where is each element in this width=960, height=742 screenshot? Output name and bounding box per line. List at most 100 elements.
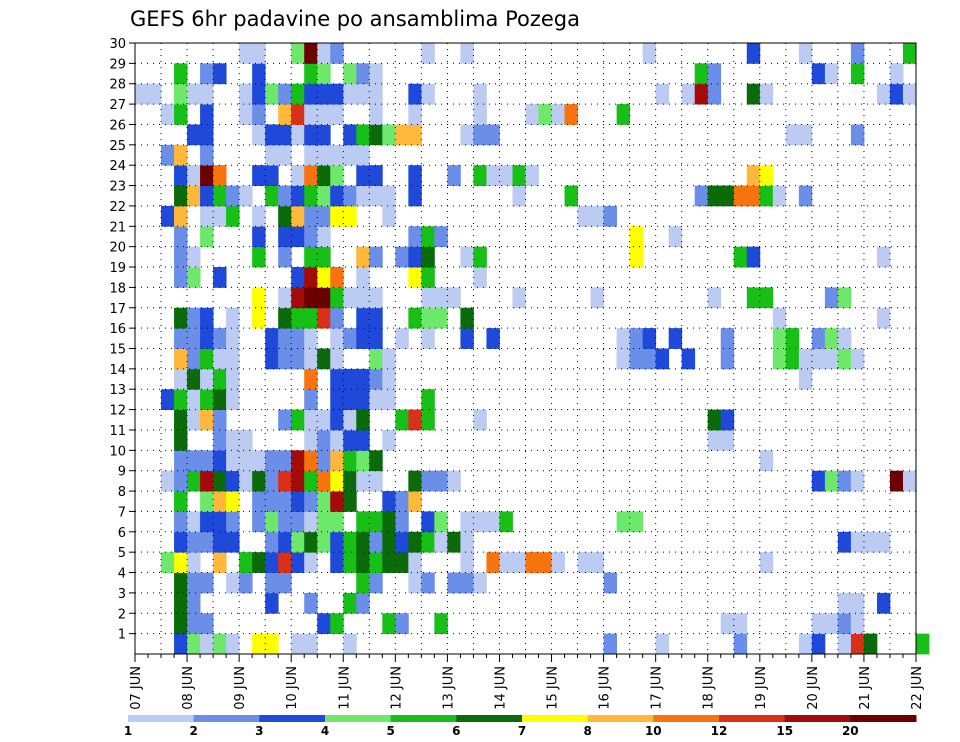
heatmap-cell xyxy=(356,307,370,329)
heatmap-cell xyxy=(187,328,201,349)
legend-label: 2 xyxy=(190,724,198,738)
legend-label: 6 xyxy=(452,724,460,738)
heatmap-cell xyxy=(187,613,201,635)
heatmap-cell xyxy=(876,246,891,268)
legend-swatch xyxy=(522,715,589,722)
heatmap-cell xyxy=(616,348,631,370)
heatmap-cell xyxy=(525,104,539,125)
heatmap-cell xyxy=(382,531,396,553)
heatmap-cell xyxy=(278,246,292,268)
heatmap-cell xyxy=(356,470,370,492)
heatmap-cell xyxy=(330,185,344,207)
heatmap-cell xyxy=(343,409,357,431)
heatmap-cell xyxy=(265,348,279,370)
legend-label: 4 xyxy=(321,724,329,738)
heatmap-cell xyxy=(304,104,318,125)
heatmap-cell xyxy=(265,531,279,553)
heatmap-cell xyxy=(200,328,214,349)
heatmap-cell xyxy=(278,409,292,431)
heatmap-cell xyxy=(239,185,253,207)
heatmap-cell xyxy=(824,328,839,349)
heatmap-cell xyxy=(239,429,253,451)
heatmap-cell xyxy=(330,104,344,125)
heatmap-cell xyxy=(317,185,331,207)
heatmap-cell xyxy=(421,307,435,329)
heatmap-cell xyxy=(369,470,383,492)
heatmap-cell xyxy=(174,205,188,227)
heatmap-cell xyxy=(304,83,318,105)
y-tick-label: 10 xyxy=(109,444,126,459)
heatmap-cell xyxy=(174,429,188,451)
heatmap-cell xyxy=(408,470,422,492)
heatmap-cell xyxy=(278,185,292,207)
heatmap-cell xyxy=(785,348,800,370)
heatmap-cell xyxy=(460,124,474,146)
heatmap-cell xyxy=(369,511,383,533)
heatmap-cell xyxy=(252,246,266,268)
heatmap-cell xyxy=(213,205,227,227)
heatmap-cell xyxy=(317,83,331,105)
heatmap-cell xyxy=(733,633,748,655)
heatmap-cell xyxy=(200,144,214,166)
heatmap-cell xyxy=(356,531,370,553)
heatmap-cell xyxy=(369,389,383,410)
heatmap-cell xyxy=(343,205,357,227)
heatmap-cell xyxy=(239,552,253,573)
heatmap-cell xyxy=(213,165,227,186)
heatmap-cell xyxy=(421,226,435,248)
heatmap-cell xyxy=(772,185,787,207)
heatmap-cell xyxy=(291,348,305,370)
heatmap-cell xyxy=(798,124,813,146)
heatmap-cell xyxy=(291,450,305,472)
heatmap-cell xyxy=(369,124,383,146)
heatmap-cell xyxy=(759,185,774,207)
y-tick-label: 15 xyxy=(109,343,126,358)
y-tick-label: 12 xyxy=(109,404,126,419)
x-tick-label: 09 JUN xyxy=(233,666,248,710)
heatmap-cell xyxy=(174,104,188,125)
heatmap-cell xyxy=(330,450,344,472)
heatmap-cell xyxy=(382,124,396,146)
heatmap-cell xyxy=(629,511,644,533)
x-tick-label: 18 JUN xyxy=(702,666,717,710)
heatmap-cell xyxy=(434,226,448,248)
heatmap-cell xyxy=(746,185,761,207)
y-tick-label: 20 xyxy=(109,241,126,256)
legend-label: 3 xyxy=(255,724,263,738)
heatmap-cell xyxy=(161,104,175,125)
heatmap-cell xyxy=(343,592,357,614)
heatmap-cell xyxy=(460,572,474,594)
heatmap-cell xyxy=(382,552,396,573)
heatmap-cell xyxy=(304,633,318,655)
y-tick-label: 24 xyxy=(109,159,126,174)
heatmap-cell xyxy=(265,633,279,655)
heatmap-cell xyxy=(629,328,644,349)
heatmap-cell xyxy=(187,531,201,553)
heatmap-cell xyxy=(642,328,657,349)
heatmap-cell xyxy=(343,368,357,390)
heatmap-cell xyxy=(837,633,852,655)
heatmap-cell xyxy=(317,409,331,431)
heatmap-cell xyxy=(525,552,539,573)
heatmap-cell xyxy=(681,348,696,370)
heatmap-cell xyxy=(200,368,214,390)
heatmap-cell xyxy=(252,552,266,573)
y-tick-label: 29 xyxy=(109,57,126,72)
heatmap-cell xyxy=(486,165,500,186)
heatmap-cell xyxy=(252,63,266,85)
x-tick-label: 20 JUN xyxy=(806,666,821,710)
heatmap-cell xyxy=(200,511,214,533)
heatmap-cell xyxy=(369,348,383,370)
heatmap-cell xyxy=(278,205,292,227)
heatmap-cell xyxy=(330,531,344,553)
heatmap-cell xyxy=(655,348,670,370)
heatmap-cell xyxy=(473,124,487,146)
heatmap-cell xyxy=(226,185,240,207)
heatmap-cell xyxy=(616,511,631,533)
heatmap-cell xyxy=(304,592,318,614)
heatmap-cell xyxy=(174,531,188,553)
heatmap-cell xyxy=(343,287,357,309)
heatmap-cell xyxy=(434,470,448,492)
heatmap-cell xyxy=(317,246,331,268)
heatmap-cell xyxy=(174,633,188,655)
